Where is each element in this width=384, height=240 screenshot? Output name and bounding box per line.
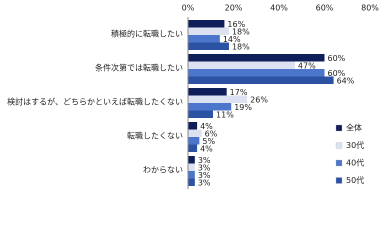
value-label: 11% [216,110,234,119]
bar [188,163,195,171]
bar [188,122,198,130]
bar [188,76,334,84]
value-label: 47% [298,61,316,70]
bar [188,144,198,152]
value-label: 3% [198,163,211,172]
bar [188,61,295,69]
bar [188,42,229,50]
value-label: 3% [198,156,211,165]
value-label: 19% [234,103,252,112]
category-label: 積極的に転職したい [111,29,183,39]
bar [188,27,229,35]
bar [188,88,227,96]
x-tick-label: 80% [361,4,379,13]
value-label: 60% [328,54,346,63]
bar [188,54,325,62]
bar [188,35,220,43]
category-label: 転職したくない [127,132,183,141]
bar [188,95,248,103]
x-tick-label: 0% [182,4,195,13]
chart: 0% 20% 40% 60% 80%積極的に転職したい16%18%14%18%条件次第で… [7,4,379,189]
legend-swatch [335,124,343,132]
bar [188,103,232,111]
bar [188,129,202,137]
x-tick-label: 20% [225,4,243,13]
category-label: 検討はするが、どちらかといえば転職したくない [7,97,183,107]
legend-label: 30代 [346,140,364,150]
value-label: 14% [223,35,241,44]
value-label: 3% [198,171,211,180]
legend-label: 40代 [346,158,364,168]
bar [188,20,225,28]
category-label: 条件次第では転職したい [95,63,183,73]
legend-swatch [335,177,343,184]
bar [188,171,195,179]
value-label: 18% [232,42,250,51]
value-label: 5% [202,137,215,146]
legend-label: 50代 [346,175,364,185]
legend-label: 全体 [346,123,362,133]
value-label: 4% [200,144,213,153]
bar [188,137,200,145]
value-label: 60% [328,69,346,78]
value-label: 18% [232,27,250,36]
bar [188,110,214,118]
value-label: 4% [200,122,213,131]
value-label: 16% [227,20,245,29]
legend-swatch [335,159,343,167]
legend-swatch [335,142,343,149]
x-tick-label: 40% [270,4,288,13]
value-label: 26% [250,95,268,104]
value-label: 17% [230,88,248,97]
bar [188,178,195,186]
bar [188,69,325,77]
value-label: 3% [198,178,211,187]
value-label: 64% [337,76,355,85]
value-label: 6% [205,129,218,138]
x-tick-label: 60% [316,4,334,13]
bar [188,156,195,164]
category-label: わからない [143,166,183,175]
